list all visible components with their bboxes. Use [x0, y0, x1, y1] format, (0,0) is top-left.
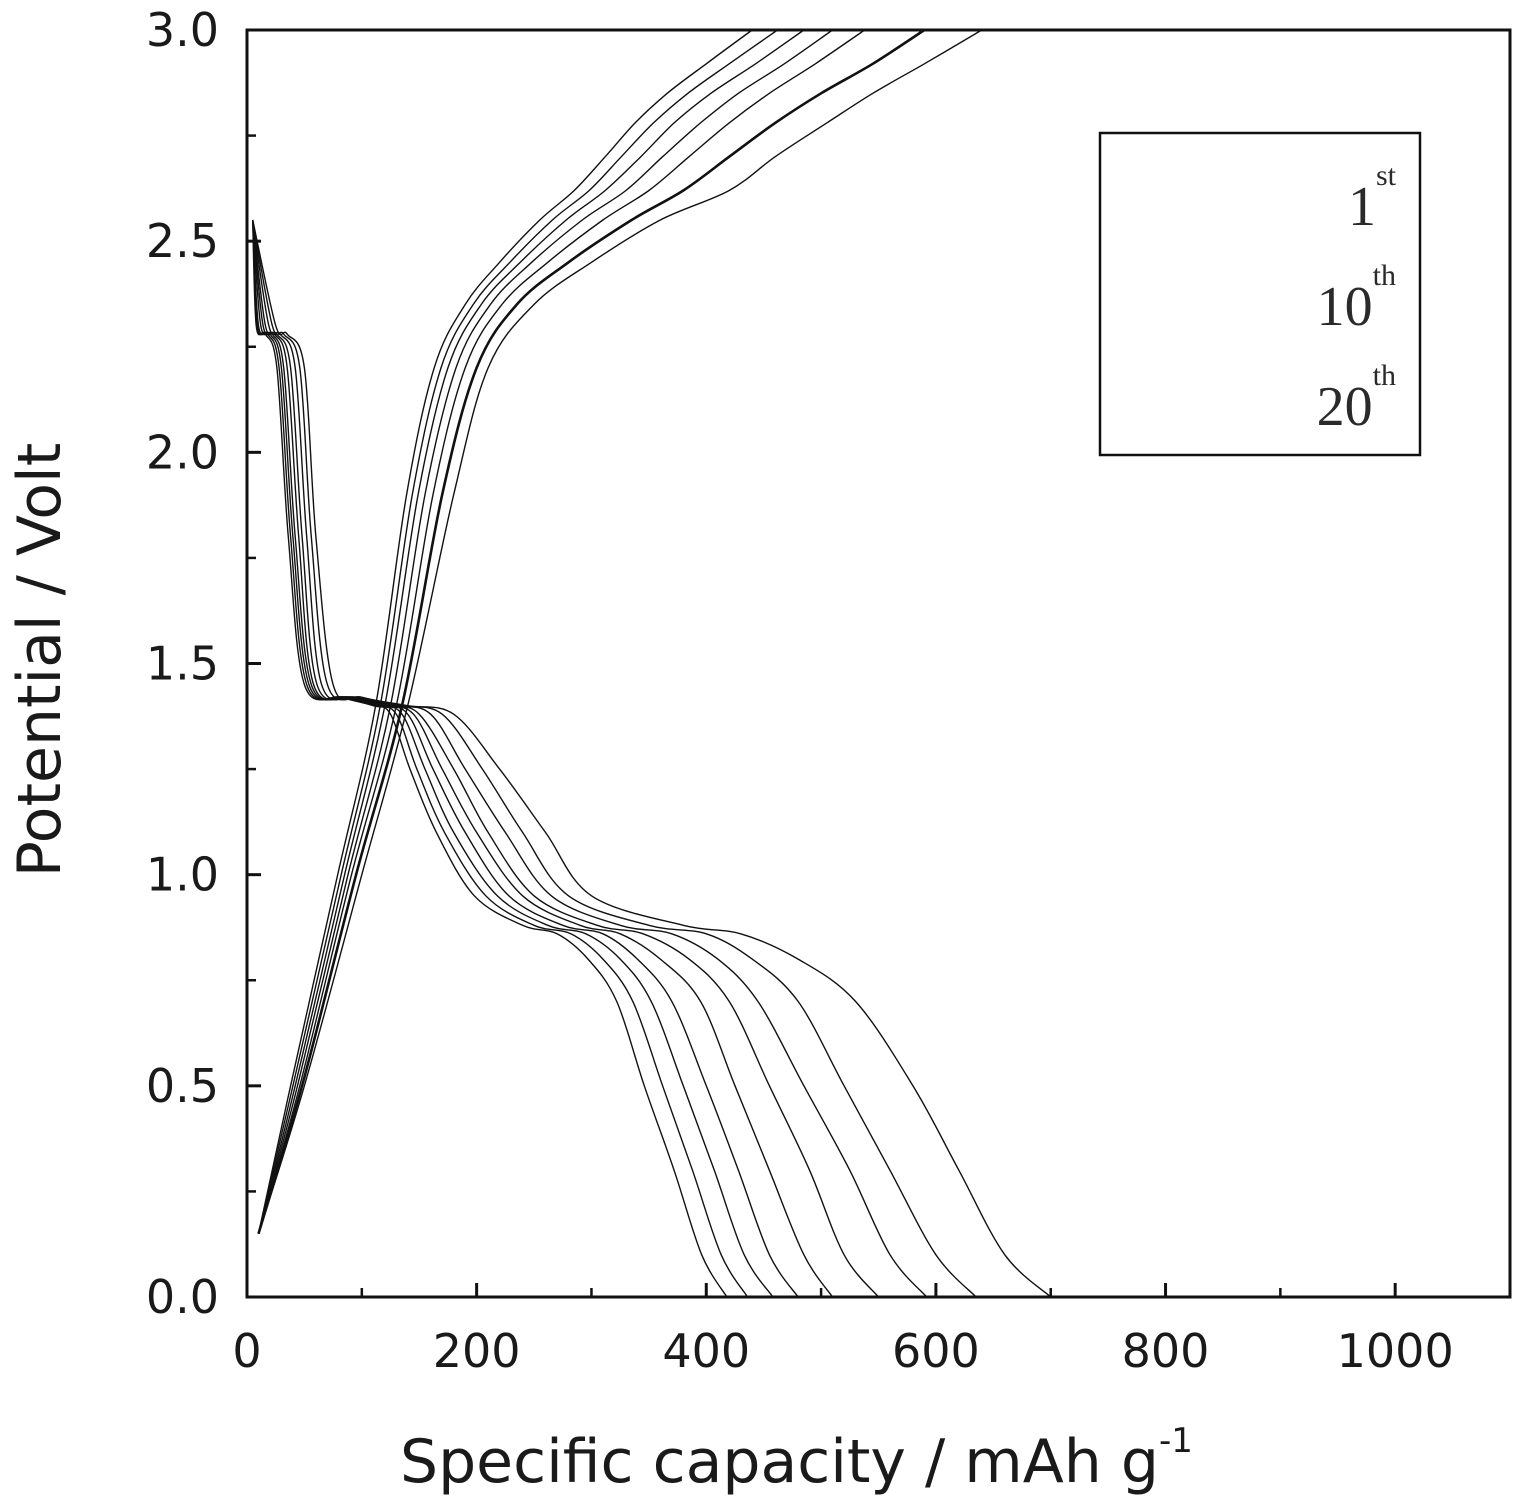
y-tick-label: 0.5 — [146, 1059, 219, 1113]
discharge-curve-0 — [252, 219, 1052, 1298]
legend-entry: 20th — [1317, 359, 1396, 438]
y-tick-label: 3.0 — [146, 3, 219, 57]
legend-entry-base: 20 — [1317, 376, 1373, 438]
x-axis-title: Specific capacity / mAh g-1 — [400, 1421, 1193, 1497]
legend-entry-sup: th — [1373, 259, 1396, 292]
y-tick-label: 1.5 — [146, 637, 219, 691]
y-tick-label: 2.0 — [146, 425, 219, 479]
x-tick-label: 200 — [433, 1324, 521, 1378]
y-tick-label: 0.0 — [146, 1270, 219, 1324]
series-group — [252, 28, 1052, 1298]
x-tick-label: 800 — [1122, 1324, 1210, 1378]
discharge-curve-6 — [252, 219, 774, 1298]
charge-curve-11 — [257, 29, 866, 1234]
x-tick-label: 600 — [892, 1324, 980, 1378]
discharge-curve-3 — [252, 219, 880, 1298]
charge-curve-10 — [257, 28, 926, 1235]
discharge-curve-7 — [252, 219, 749, 1298]
legend-entry: 10th — [1317, 259, 1396, 338]
charge-curve-15 — [257, 29, 753, 1234]
x-tick-label: 0 — [232, 1324, 261, 1378]
discharge-curve-8 — [252, 219, 728, 1298]
charge-curve-13 — [257, 29, 805, 1234]
discharge-curve-2 — [252, 219, 928, 1298]
legend-entry: 1st — [1348, 159, 1397, 238]
charge-curve-12 — [257, 29, 833, 1234]
discharge-curve-4 — [252, 219, 834, 1298]
x-axis-title-text: Specific capacity / mAh g — [400, 1427, 1159, 1497]
charge-curve-9 — [257, 29, 983, 1234]
legend-entry-sup: st — [1376, 159, 1397, 192]
x-tick-label: 1000 — [1337, 1324, 1454, 1378]
y-axis-title: Potential / Volt — [5, 443, 75, 878]
x-tick-label: 400 — [662, 1324, 750, 1378]
legend-box — [1098, 131, 1422, 457]
x-axis-title-sup: -1 — [1159, 1421, 1193, 1461]
x-axis: 0 200 400 600 800 1000 — [232, 1283, 1454, 1378]
legend-entry-base: 1 — [1348, 176, 1376, 238]
legend-entry-base: 10 — [1317, 276, 1373, 338]
y-axis: 0.0 0.5 1.0 1.5 2.0 2.5 3.0 — [146, 3, 261, 1324]
discharge-curve-5 — [252, 219, 799, 1298]
discharge-curve-1 — [252, 219, 977, 1298]
y-tick-label: 1.0 — [146, 848, 219, 902]
legend-entry-sup: th — [1373, 359, 1396, 392]
charge-curve-14 — [257, 29, 778, 1234]
y-tick-label: 2.5 — [146, 214, 219, 268]
